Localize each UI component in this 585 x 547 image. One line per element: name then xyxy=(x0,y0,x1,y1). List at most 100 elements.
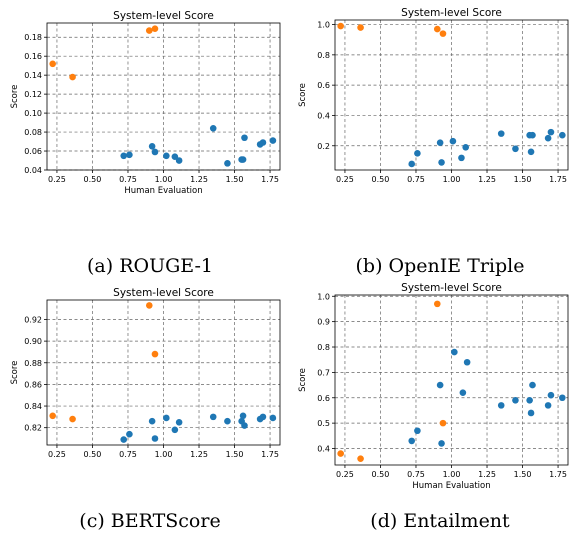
y-tick-label: 0.90 xyxy=(24,337,42,346)
x-tick-label: 0.75 xyxy=(407,175,425,184)
x-tick-label: 0.25 xyxy=(336,470,354,479)
data-point-orange xyxy=(433,25,441,33)
panel-3: 0.25 0.50 0.75 1.00 1.25 1.50 1.75 0.82 0.84 0.86… xyxy=(10,287,281,532)
data-point-orange xyxy=(337,22,344,30)
x-tick-label: 1.00 xyxy=(155,450,173,459)
data-point-blue xyxy=(209,124,217,132)
y-tick-label: 0.16 xyxy=(24,52,42,61)
data-point-blue xyxy=(497,402,505,409)
y-tick-label: 0.84 xyxy=(24,402,42,411)
data-point-orange xyxy=(145,27,153,34)
data-point-orange xyxy=(69,73,76,81)
y-axis-label: Score xyxy=(298,368,308,392)
data-point-blue xyxy=(151,435,159,442)
x-axis-label: Human Evaluation xyxy=(412,481,490,491)
x-tick-label: 0.50 xyxy=(84,175,102,184)
data-point-orange xyxy=(49,60,56,68)
plot-title: System-level Score xyxy=(113,287,214,299)
data-point-blue xyxy=(239,156,247,163)
y-axis-label: Score xyxy=(10,361,20,385)
x-tick-label: 1.25 xyxy=(478,175,496,184)
x-tick-label: 0.50 xyxy=(372,175,390,184)
x-tick-label: 1.00 xyxy=(443,175,461,184)
y-tick-label: 0.04 xyxy=(24,166,42,175)
x-tick-label: 1.75 xyxy=(549,470,567,479)
x-tick-label: 1.75 xyxy=(549,175,567,184)
data-point-blue xyxy=(175,418,183,426)
data-point-blue xyxy=(175,157,183,164)
data-point-blue xyxy=(526,396,533,404)
x-tick-label: 1.50 xyxy=(514,470,532,479)
y-tick-label: 0.4 xyxy=(317,111,330,120)
data-point-blue xyxy=(163,152,170,160)
data-point-blue xyxy=(151,148,159,156)
y-tick-label: 1.0 xyxy=(317,21,330,30)
y-axis-label: Score xyxy=(298,83,308,107)
data-point-blue xyxy=(269,414,277,422)
data-point-blue xyxy=(126,430,133,438)
data-point-blue xyxy=(529,381,536,389)
data-point-blue xyxy=(463,358,471,366)
plot-frame xyxy=(334,294,569,466)
data-point-orange xyxy=(439,419,447,427)
data-point-blue xyxy=(544,402,552,409)
y-tick-label: 0.4 xyxy=(317,445,330,454)
data-point-blue xyxy=(148,417,156,425)
data-point-blue xyxy=(259,413,267,421)
data-point-blue xyxy=(559,131,566,139)
x-tick-label: 1.00 xyxy=(155,175,173,184)
y-tick-label: 0.88 xyxy=(24,359,42,368)
data-point-blue xyxy=(239,412,247,420)
data-point-blue xyxy=(120,436,128,443)
y-tick-label: 0.92 xyxy=(24,315,42,324)
data-point-orange xyxy=(69,415,76,423)
data-point-orange xyxy=(357,455,364,462)
data-point-orange xyxy=(145,302,153,309)
y-tick-label: 0.2 xyxy=(317,142,330,151)
y-tick-label: 1.0 xyxy=(317,292,330,301)
data-point-blue xyxy=(529,131,536,139)
data-point-blue xyxy=(171,426,179,434)
panel-caption: (a) ROUGE-1 xyxy=(87,255,213,277)
plot-frame xyxy=(334,19,569,171)
x-tick-label: 0.75 xyxy=(119,450,137,459)
data-point-blue xyxy=(209,413,217,421)
panel-caption: (c) BERTScore xyxy=(79,510,220,532)
y-tick-label: 0.08 xyxy=(24,128,42,137)
data-point-blue xyxy=(241,422,248,429)
x-tick-label: 0.50 xyxy=(372,470,390,479)
data-point-blue xyxy=(544,134,552,142)
panel-4: 0.25 0.50 0.75 1.00 1.25 1.50 1.75 0.4 0.5 0.6 0.7… xyxy=(298,282,569,532)
data-point-orange xyxy=(49,412,56,420)
x-tick-label: 1.75 xyxy=(261,450,279,459)
panel-caption: (d) Entailment xyxy=(370,510,510,532)
data-point-blue xyxy=(414,427,421,435)
panel-caption: (b) OpenIE Triple xyxy=(356,255,525,277)
plot-frame xyxy=(46,22,281,171)
data-point-blue xyxy=(408,160,416,168)
data-point-blue xyxy=(438,440,445,447)
data-point-blue xyxy=(408,437,416,445)
data-point-orange xyxy=(357,24,364,31)
x-tick-label: 1.50 xyxy=(514,175,532,184)
plot-title: System-level Score xyxy=(113,10,214,22)
y-tick-label: 0.8 xyxy=(317,343,330,352)
plot-frame xyxy=(46,299,281,446)
x-tick-label: 1.75 xyxy=(261,175,279,184)
x-tick-label: 0.50 xyxy=(84,450,102,459)
x-tick-label: 1.25 xyxy=(478,470,496,479)
data-point-orange xyxy=(337,450,344,457)
y-axis-label: Score xyxy=(10,85,20,109)
data-point-blue xyxy=(120,152,128,160)
y-tick-label: 0.10 xyxy=(24,109,42,118)
x-tick-label: 0.75 xyxy=(119,175,137,184)
data-point-blue xyxy=(148,142,156,150)
x-tick-label: 1.25 xyxy=(190,450,208,459)
y-tick-label: 0.14 xyxy=(24,71,42,80)
data-point-blue xyxy=(527,148,535,156)
data-point-blue xyxy=(547,391,555,399)
data-point-blue xyxy=(451,348,458,356)
data-point-orange xyxy=(151,350,159,358)
x-tick-label: 1.25 xyxy=(190,175,208,184)
